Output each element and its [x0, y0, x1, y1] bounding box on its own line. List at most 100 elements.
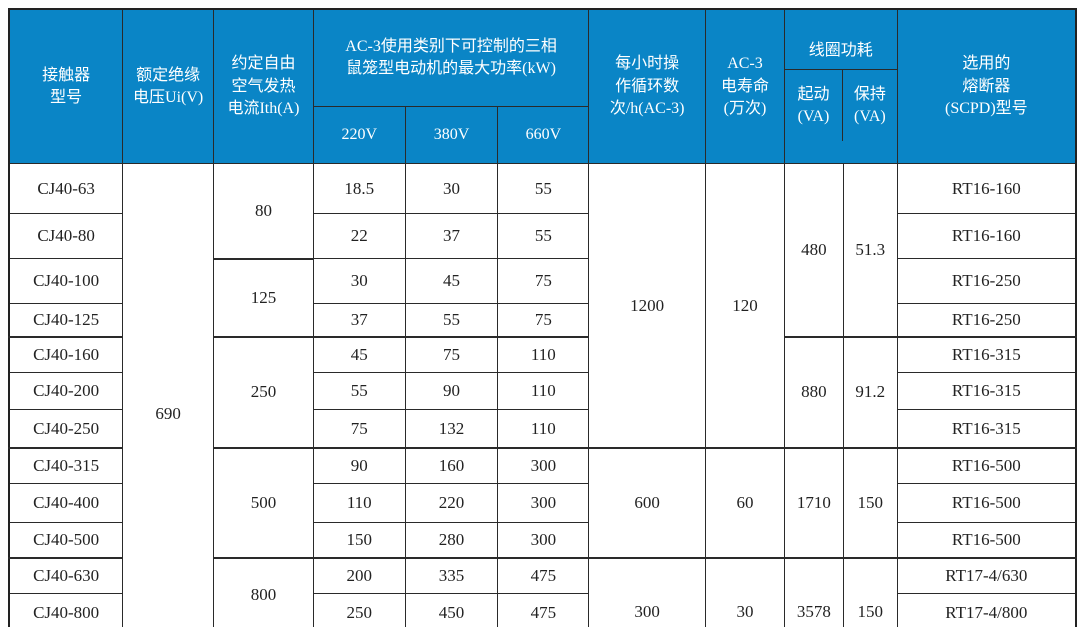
- table-cell: 55: [404, 303, 499, 338]
- table-cell: CJ40-800: [8, 593, 124, 627]
- table-row: CJ40-80 22 37 55 RT16-160: [8, 213, 1077, 260]
- table-row: CJ40-500 150 280 300 RT16-500: [8, 522, 1077, 559]
- table-cell: 475: [497, 593, 590, 627]
- table-cell: CJ40-160: [8, 336, 124, 374]
- table-cell: RT16-315: [896, 336, 1077, 374]
- table-cell: 75: [404, 336, 499, 374]
- table-cell: 91.2: [842, 336, 898, 449]
- table-cell: 880: [783, 336, 844, 449]
- header-thermal-current: 约定自由 空气发热 电流Ith(A): [213, 8, 314, 165]
- table-cell: CJ40-100: [8, 258, 124, 305]
- header-ac3-power: AC-3使用类别下可控制的三相 鼠笼型电动机的最大功率(kW): [312, 8, 590, 108]
- table-cell: 110: [497, 336, 590, 374]
- table-cell: 600: [588, 447, 707, 559]
- table-cell: CJ40-125: [8, 303, 124, 338]
- table-cell: 110: [497, 372, 590, 411]
- header-voltage-660v: 660V: [497, 106, 590, 165]
- table-row: CJ40-63 690 80 18.5 30 55 1200 120 480 51.3 RT16-1…: [8, 163, 1077, 627]
- header-coil-power-group: 线圈功耗 起动 (VA) 保持 (VA): [783, 8, 898, 165]
- header-coil-power: 线圈功耗: [785, 32, 897, 71]
- table-row: CJ40-250 75 132 110 RT16-315: [8, 409, 1077, 449]
- table-cell: 800: [213, 557, 314, 627]
- table-cell: 1200: [588, 163, 707, 449]
- table-cell: 150: [842, 557, 898, 627]
- table-cell: 51.3: [842, 163, 898, 338]
- table-cell: 30: [312, 258, 406, 305]
- table-cell: 150: [312, 522, 406, 559]
- table-cell: 132: [404, 409, 499, 449]
- table-cell: RT16-160: [896, 163, 1077, 215]
- table-cell: 60: [705, 447, 785, 559]
- table-cell: 150: [842, 447, 898, 559]
- table-row: CJ40-200 55 90 110 RT16-315: [8, 372, 1077, 411]
- table-cell: 250: [312, 593, 406, 627]
- table-cell: 90: [312, 447, 406, 485]
- table-cell: 55: [497, 163, 590, 215]
- table-cell: 200: [312, 557, 406, 595]
- table-cell: 37: [404, 213, 499, 260]
- table-cell: 500: [213, 447, 314, 559]
- table-cell: 75: [312, 409, 406, 449]
- table-row: CJ40-630 800 200 335 475 300 30 3578 150 RT17-4/6…: [8, 557, 1077, 627]
- table-cell: 110: [497, 409, 590, 449]
- table-cell: 250: [213, 336, 314, 449]
- table-cell: RT16-315: [896, 372, 1077, 411]
- table-cell: 160: [404, 447, 499, 485]
- table-cell: 475: [497, 557, 590, 595]
- table-cell: 300: [588, 557, 707, 627]
- table-cell: RT17-4/800: [896, 593, 1077, 627]
- header-voltage-380v: 380V: [404, 106, 499, 165]
- table-cell: 450: [404, 593, 499, 627]
- header-voltage-220v: 220V: [312, 106, 406, 165]
- spec-table: 接触器 型号 额定绝缘 电压Ui(V) 约定自由 空气发热 电流Ith(A) A…: [8, 8, 1077, 627]
- table-cell: 220: [404, 483, 499, 524]
- table-body: CJ40-63 690 80 18.5 30 55 1200 120 480 51.3 RT16-1…: [8, 163, 1077, 627]
- table-cell: 30: [404, 163, 499, 215]
- table-cell: RT16-250: [896, 258, 1077, 305]
- table-cell: 55: [312, 372, 406, 411]
- table-row: CJ40-125 37 55 75 RT16-250: [8, 303, 1077, 338]
- table-cell: CJ40-630: [8, 557, 124, 595]
- coil-sub-headers: 起动 (VA) 保持 (VA): [785, 70, 896, 142]
- table-cell: 300: [497, 447, 590, 485]
- header-coil-start: 起动 (VA): [785, 70, 844, 142]
- table-cell: 480: [783, 163, 844, 338]
- table-cell: 55: [497, 213, 590, 260]
- table-cell: 1710: [783, 447, 844, 559]
- table-cell: CJ40-250: [8, 409, 124, 449]
- table-cell: 90: [404, 372, 499, 411]
- table-cell: 18.5: [312, 163, 406, 215]
- header-cycles-per-hour: 每小时操 作循环数 次/h(AC-3): [588, 8, 707, 165]
- table-cell: 120: [705, 163, 785, 449]
- table-cell: RT16-500: [896, 447, 1077, 485]
- table-cell: RT17-4/630: [896, 557, 1077, 595]
- table-cell: CJ40-80: [8, 213, 124, 260]
- table-row: CJ40-400 110 220 300 RT16-500: [8, 483, 1077, 524]
- table-cell: 80: [213, 163, 314, 260]
- table-cell: RT16-160: [896, 213, 1077, 260]
- table-cell: 300: [497, 522, 590, 559]
- table-cell: 75: [497, 258, 590, 305]
- header-electrical-life: AC-3 电寿命 (万次): [705, 8, 785, 165]
- table-cell: 3578: [783, 557, 844, 627]
- table-cell: 125: [213, 258, 314, 338]
- table-cell: CJ40-315: [8, 447, 124, 485]
- header-fuse: 选用的 熔断器 (SCPD)型号: [896, 8, 1077, 165]
- table-row: CJ40-315 500 90 160 300 600 60 1710 150 RT16-500: [8, 447, 1077, 559]
- table-cell: CJ40-63: [8, 163, 124, 215]
- table-cell: 30: [705, 557, 785, 627]
- table-cell: RT16-315: [896, 409, 1077, 449]
- header-model: 接触器 型号: [8, 8, 124, 165]
- table-cell: RT16-250: [896, 303, 1077, 338]
- coil-power-block: 线圈功耗 起动 (VA) 保持 (VA): [785, 32, 897, 142]
- table-cell: CJ40-400: [8, 483, 124, 524]
- table-cell: 22: [312, 213, 406, 260]
- table-cell: 75: [497, 303, 590, 338]
- header-coil-hold: 保持 (VA): [853, 85, 886, 125]
- table-cell: 335: [404, 557, 499, 595]
- table-header: 接触器 型号 额定绝缘 电压Ui(V) 约定自由 空气发热 电流Ith(A) A…: [8, 8, 1077, 165]
- table-cell: CJ40-200: [8, 372, 124, 411]
- table-cell: 110: [312, 483, 406, 524]
- table-cell: 45: [404, 258, 499, 305]
